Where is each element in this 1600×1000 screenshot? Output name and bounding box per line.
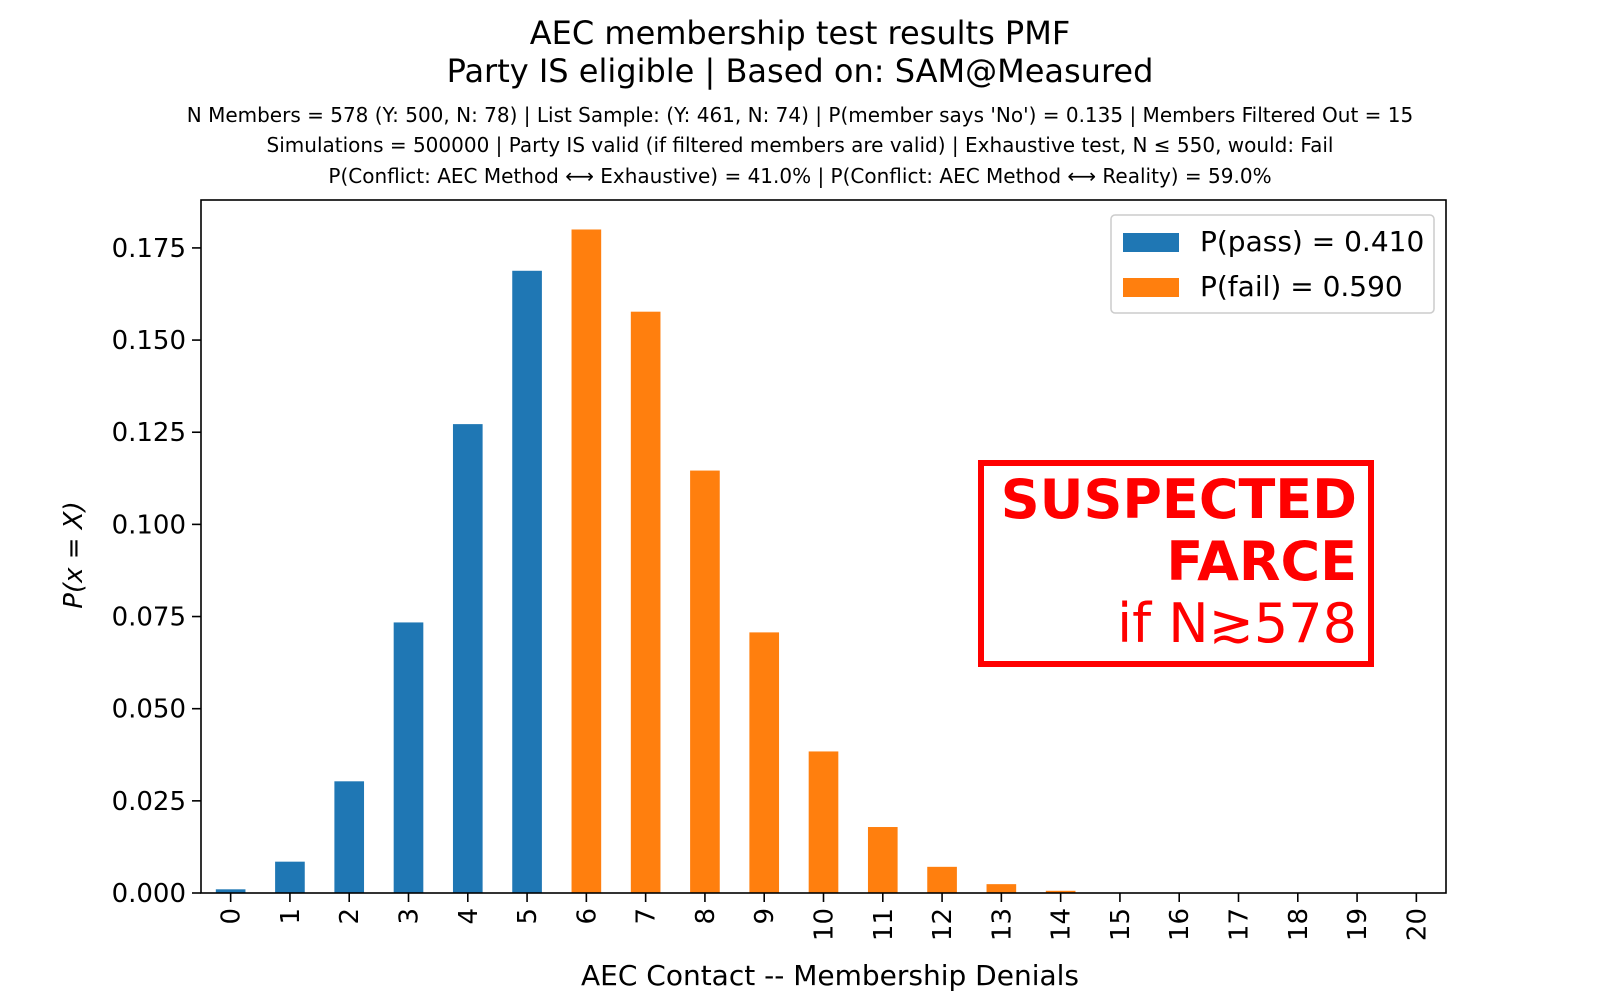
x-tick-label: 19 xyxy=(1343,908,1373,941)
x-tick-label: 0 xyxy=(217,908,247,925)
bar-12 xyxy=(927,866,957,893)
chart-subtitle-line3: P(Conflict: AEC Method ⟷ Exhaustive) = 4… xyxy=(328,164,1272,188)
x-tick-label: 18 xyxy=(1284,908,1314,941)
x-tick-label: 9 xyxy=(750,908,780,925)
y-tick-label: 0.050 xyxy=(112,695,186,725)
x-axis-label: AEC Contact -- Membership Denials xyxy=(581,959,1079,992)
legend-box xyxy=(1110,214,1435,314)
y-tick-label: 0.150 xyxy=(112,326,186,356)
y-tick-label: 0.000 xyxy=(112,879,186,909)
x-tick-label: 15 xyxy=(1106,908,1136,941)
chart-title-line2: Party IS eligible | Based on: SAM@Measur… xyxy=(446,52,1154,90)
x-tick-label: 13 xyxy=(987,908,1017,941)
x-tick-label: 10 xyxy=(810,908,840,941)
suspected-farce-stamp: SUSPECTED FARCE if N≳578 xyxy=(978,460,1374,667)
bar-2 xyxy=(334,781,365,893)
legend-swatch-fail xyxy=(1123,278,1179,297)
x-tick-label: 4 xyxy=(454,908,484,925)
x-tick-label: 20 xyxy=(1402,908,1432,941)
bar-8 xyxy=(690,470,720,893)
y-tick-label: 0.125 xyxy=(112,418,186,448)
bar-13 xyxy=(986,884,1017,893)
x-tick-label: 11 xyxy=(869,908,899,941)
chart-subtitle-line2: Simulations = 500000 | Party IS valid (i… xyxy=(266,133,1334,157)
x-tick-label: 12 xyxy=(928,908,958,941)
x-tick-label: 2 xyxy=(335,908,365,925)
bar-0 xyxy=(215,889,246,893)
axes-layer: 0.000 0.025 0.050 0.075 0.100 0.125 0.150 0.175… xyxy=(112,199,1447,941)
bar-11 xyxy=(867,827,898,893)
x-tick-label: 17 xyxy=(1225,908,1255,941)
bar-10 xyxy=(808,751,839,893)
bar-4 xyxy=(452,424,483,893)
x-tick-label: 1 xyxy=(276,908,306,925)
stamp-border xyxy=(978,460,1374,667)
x-tick-label: 3 xyxy=(395,908,425,925)
x-tick-label: 5 xyxy=(513,908,543,925)
x-tick-label: 14 xyxy=(1047,908,1077,941)
y-tick-label: 0.100 xyxy=(112,510,186,540)
legend-swatch-pass xyxy=(1123,233,1179,252)
bar-14 xyxy=(1045,890,1076,893)
legend: P(pass) = 0.410 P(fail) = 0.590 xyxy=(1110,214,1435,314)
bar-3 xyxy=(393,622,424,893)
stamp-line-suspected: SUSPECTED xyxy=(1001,468,1357,531)
stamp-line-condition: if N≳578 xyxy=(1117,592,1357,655)
y-tick-label: 0.075 xyxy=(112,603,186,633)
x-tick-label: 6 xyxy=(572,908,602,925)
chart-title: AEC membership test results PMF xyxy=(529,14,1071,52)
bar-7 xyxy=(630,311,661,894)
x-tick-label: 7 xyxy=(632,908,662,925)
y-tick-label: 0.175 xyxy=(112,234,186,264)
bar-6 xyxy=(571,229,602,893)
legend-label-fail: P(fail) = 0.590 xyxy=(1200,270,1403,303)
y-axis-label: P(x = X) xyxy=(59,501,89,608)
chart-subtitle-line1: N Members = 578 (Y: 500, N: 78) | List S… xyxy=(186,103,1414,127)
x-tick-label: 8 xyxy=(691,908,721,925)
bar-9 xyxy=(749,632,780,893)
x-tick-label: 16 xyxy=(1165,908,1195,941)
bar-1 xyxy=(275,861,305,893)
bars-layer xyxy=(215,229,1135,894)
y-tick-label: 0.025 xyxy=(112,787,186,817)
stamp-line-farce: FARCE xyxy=(1166,530,1357,593)
bar-5 xyxy=(512,270,542,893)
legend-label-pass: P(pass) = 0.410 xyxy=(1200,225,1424,258)
